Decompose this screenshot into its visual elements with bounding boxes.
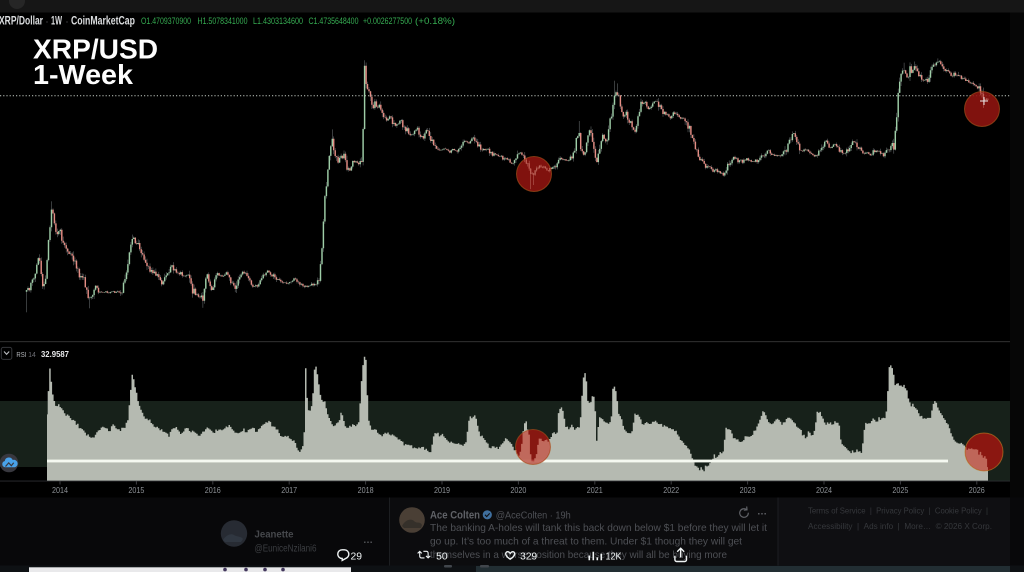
svg-text:2026: 2026 (969, 485, 985, 495)
svg-text:329: 329 (520, 551, 537, 562)
svg-text:14: 14 (28, 350, 36, 359)
svg-text:2014: 2014 (52, 485, 68, 495)
svg-text:…: … (363, 535, 373, 546)
svg-text:·: · (46, 17, 49, 27)
svg-text:@EuniceNzilani6: @EuniceNzilani6 (255, 544, 317, 555)
svg-text:L1.4303134600: L1.4303134600 (253, 16, 303, 26)
svg-text:XRP/USD: XRP/USD (33, 34, 158, 65)
svg-text:(+0.18%): (+0.18%) (415, 16, 455, 26)
svg-text:Jeanette: Jeanette (255, 529, 294, 541)
svg-text:The banking A-holes will tank: The banking A-holes will tank this back … (430, 522, 767, 534)
svg-text:·: · (66, 17, 69, 27)
svg-text:2020: 2020 (510, 485, 526, 495)
svg-text:Terms of Service | Privacy P: Terms of Service | Privacy Policy | Cook… (808, 506, 988, 516)
svg-text:2015: 2015 (128, 485, 144, 495)
svg-text:50: 50 (436, 551, 448, 562)
svg-text:12K: 12K (606, 551, 622, 562)
svg-text:themselves in a worse position: themselves in a worse position because t… (430, 549, 727, 561)
svg-text:29: 29 (351, 551, 363, 562)
svg-text:XRP/Dollar: XRP/Dollar (0, 16, 43, 28)
svg-text:Ace Colten: Ace Colten (430, 510, 480, 522)
svg-text:2024: 2024 (816, 485, 832, 495)
svg-text:2022: 2022 (663, 485, 679, 495)
svg-text:+0.0026277500: +0.0026277500 (363, 16, 412, 26)
svg-text:go up. It’s too much of a thre: go up. It’s too much of a threat to them… (430, 536, 742, 548)
svg-text:2023: 2023 (740, 485, 756, 495)
svg-text:CoinMarketCap: CoinMarketCap (71, 16, 135, 28)
svg-text:1W: 1W (51, 16, 62, 28)
svg-text:…: … (757, 507, 767, 518)
svg-text:2018: 2018 (358, 485, 374, 495)
svg-text:H1.5078341000: H1.5078341000 (198, 16, 248, 26)
svg-text:RSI: RSI (16, 350, 26, 359)
svg-text:O1.4709370900: O1.4709370900 (141, 16, 191, 26)
svg-text:32.9587: 32.9587 (41, 349, 69, 359)
svg-text:2017: 2017 (281, 485, 297, 495)
svg-text:C1.4735648400: C1.4735648400 (309, 16, 359, 26)
svg-text:Accessibility | Ads info |: Accessibility | Ads info | More… © 2026 … (808, 521, 992, 531)
svg-text:@AceColten · 19h: @AceColten · 19h (496, 510, 571, 522)
svg-text:2025: 2025 (892, 485, 908, 495)
svg-text:1-Week: 1-Week (33, 59, 133, 90)
svg-text:2019: 2019 (434, 485, 450, 495)
svg-text:2016: 2016 (205, 485, 221, 495)
svg-text:2021: 2021 (587, 485, 603, 495)
